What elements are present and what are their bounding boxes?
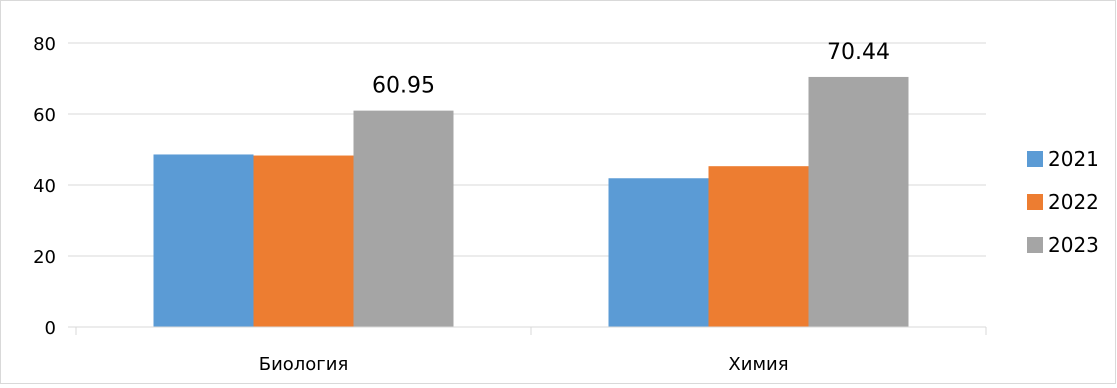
legend-swatch-2023 bbox=[1027, 237, 1043, 253]
data-label: 60.95 bbox=[372, 74, 435, 99]
bars bbox=[153, 76, 909, 327]
y-tick-label: 20 bbox=[33, 247, 56, 268]
legend-swatch-2022 bbox=[1027, 194, 1043, 210]
legend-label: 2021 bbox=[1048, 147, 1099, 171]
x-category-label: Химия bbox=[728, 354, 788, 375]
y-tick-label: 40 bbox=[33, 176, 56, 197]
legend-swatch-2021 bbox=[1027, 151, 1043, 167]
bar-2023-1 bbox=[353, 110, 454, 327]
bar-2021-2 bbox=[608, 178, 709, 327]
bar-2022-2 bbox=[708, 166, 809, 327]
bar-2023-2 bbox=[808, 76, 909, 327]
legend-label: 2023 bbox=[1048, 233, 1099, 257]
y-tick-label: 80 bbox=[33, 34, 56, 55]
axes bbox=[68, 42, 987, 335]
legend: 2021 2022 2023 bbox=[1027, 147, 1099, 257]
legend-label: 2022 bbox=[1048, 190, 1099, 214]
data-label: 70.44 bbox=[827, 40, 890, 65]
bar-2022-1 bbox=[253, 155, 354, 327]
y-tick-label: 0 bbox=[45, 318, 56, 339]
bar-2021-1 bbox=[153, 154, 254, 327]
labels: 0 20 40 60 80 Биология Химия 60.95 70.44 bbox=[33, 34, 890, 375]
x-category-label: Биология bbox=[259, 354, 349, 375]
y-tick-label: 60 bbox=[33, 105, 56, 126]
